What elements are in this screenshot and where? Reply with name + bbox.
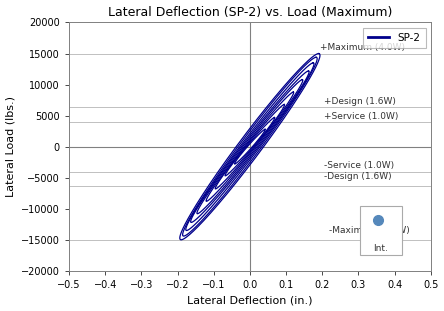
FancyBboxPatch shape: [360, 206, 402, 255]
Y-axis label: Lateral Load (lbs.): Lateral Load (lbs.): [6, 96, 16, 197]
X-axis label: Lateral Deflection (in.): Lateral Deflection (in.): [187, 295, 313, 305]
Title: Lateral Deflection (SP-2) vs. Load (Maximum): Lateral Deflection (SP-2) vs. Load (Maxi…: [108, 6, 392, 19]
Text: Int.: Int.: [373, 244, 388, 253]
Text: -Service (1.0W): -Service (1.0W): [324, 161, 394, 170]
Legend: SP-2: SP-2: [363, 28, 425, 48]
Text: +Maximum (4.0W): +Maximum (4.0W): [321, 43, 405, 52]
Text: +Design (1.6W): +Design (1.6W): [324, 97, 396, 106]
Text: -Maximum (4.0W): -Maximum (4.0W): [329, 226, 410, 235]
Text: -Design (1.6W): -Design (1.6W): [324, 173, 392, 181]
Text: +Service (1.0W): +Service (1.0W): [324, 112, 398, 121]
